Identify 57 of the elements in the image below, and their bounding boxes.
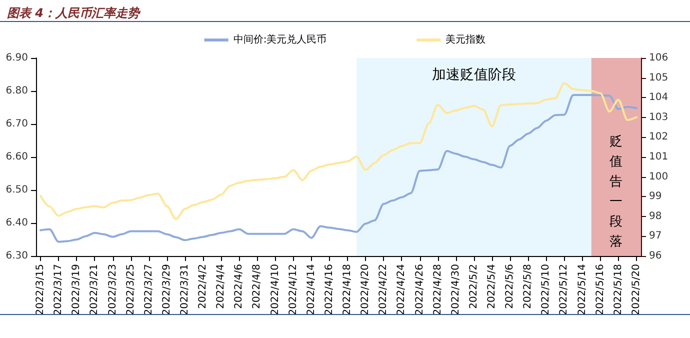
y2-tick-label: 97	[649, 230, 662, 242]
x-tick-label: 2022/5/6	[504, 264, 516, 309]
y-tick-label: 6.80	[6, 86, 28, 96]
y2-tick-label: 103	[649, 112, 668, 123]
x-tick-label: 2022/5/18	[612, 264, 624, 316]
x-tick-label: 2022/4/18	[342, 264, 354, 316]
y-tick-label: 6.50	[6, 184, 28, 196]
x-tick-label: 2022/5/10	[540, 264, 552, 316]
x-tick-label: 2022/4/16	[324, 264, 335, 316]
x-tick-label: 2022/3/21	[89, 264, 100, 316]
y-tick-label: 6.60	[6, 152, 28, 162]
x-tick-label: 2022/4/24	[396, 264, 408, 316]
x-tick-label: 2022/4/28	[432, 264, 444, 316]
x-tick-label: 2022/5/12	[558, 264, 570, 316]
x-tick-label: 2022/4/14	[306, 264, 317, 316]
x-tick-label: 2022/3/15	[35, 264, 46, 316]
y2-tick-label: 98	[649, 210, 662, 222]
y-tick-label: 6.40	[6, 218, 28, 228]
x-tick-label: 2022/5/2	[468, 264, 480, 309]
y-tick-label: 6.70	[6, 118, 28, 130]
band-label: 加速贬值阶段	[432, 67, 516, 83]
x-tick-label: 2022/5/20	[630, 264, 642, 316]
legend-label: 美元指数	[446, 34, 486, 46]
x-tick-label: 2022/3/27	[143, 264, 154, 316]
x-tick-label: 2022/4/26	[414, 264, 426, 316]
x-tick-label: 2022/4/20	[360, 264, 372, 316]
x-tick-label: 2022/5/16	[594, 264, 606, 316]
x-tick-label: 2022/4/30	[450, 264, 462, 316]
y2-tick-label: 105	[649, 72, 668, 84]
x-tick-label: 2022/3/17	[53, 264, 64, 316]
x-tick-label: 2022/3/19	[71, 264, 82, 316]
y2-tick-label: 106	[649, 52, 668, 64]
band-label: 贬值告一段落	[610, 134, 623, 250]
y2-tick-label: 104	[649, 92, 668, 104]
x-tick-label: 2022/5/4	[486, 264, 498, 309]
x-tick-label: 2022/4/8	[252, 264, 263, 309]
x-tick-label: 2022/4/4	[216, 264, 227, 309]
x-tick-label: 2022/3/23	[107, 264, 118, 316]
y2-tick-label: 101	[649, 152, 668, 162]
y-tick-label: 6.90	[6, 52, 28, 64]
y2-tick-label: 102	[649, 132, 668, 143]
y2-tick-label: 99	[649, 191, 662, 202]
x-tick-label: 2022/3/25	[125, 264, 136, 316]
y-tick-label: 6.30	[6, 250, 28, 262]
y2-tick-label: 100	[649, 171, 668, 182]
x-tick-label: 2022/5/8	[522, 264, 534, 309]
y2-tick-label: 96	[649, 250, 662, 262]
legend-label: 中间价:美元兑人民币	[233, 34, 327, 46]
chart-title: 图表 4：人民币汇率走势	[7, 6, 142, 20]
x-tick-label: 2022/4/22	[378, 264, 390, 316]
x-tick-label: 2022/4/10	[270, 264, 281, 316]
x-tick-label: 2022/4/6	[234, 264, 245, 309]
x-tick-label: 2022/4/12	[288, 264, 299, 316]
x-tick-label: 2022/3/29	[161, 264, 172, 316]
x-tick-label: 2022/3/31	[179, 264, 190, 316]
x-tick-label: 2022/5/14	[576, 264, 588, 316]
x-tick-label: 2022/4/2	[198, 264, 209, 309]
